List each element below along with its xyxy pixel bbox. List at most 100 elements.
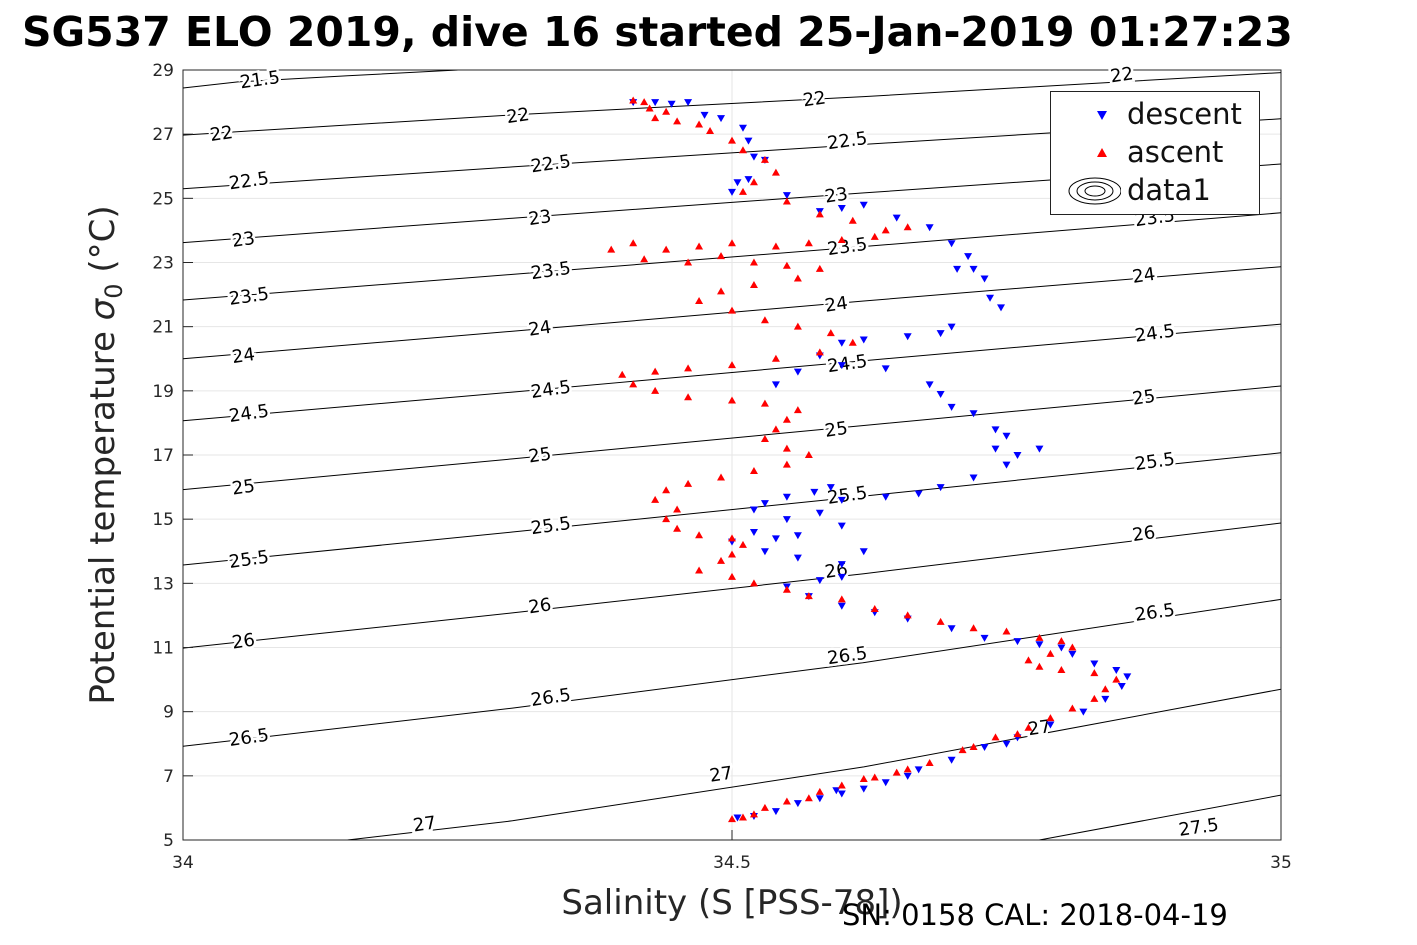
ascent-point [837, 781, 846, 789]
ascent-point [738, 187, 747, 195]
contour-label: 26.5 [826, 643, 869, 669]
ascent-point [640, 98, 649, 106]
ascent-point [695, 531, 704, 539]
contour-label: 23 [231, 228, 257, 252]
contour-label: 25.5 [228, 547, 271, 573]
descent-point [914, 490, 923, 498]
ascent-point [684, 393, 693, 401]
descent-point [760, 548, 769, 556]
contour-label: 22 [802, 87, 828, 111]
contour-line [347, 688, 1281, 840]
ascent-point [645, 104, 654, 112]
descent-point [684, 99, 693, 107]
contour-label: 22 [209, 122, 235, 146]
ascent-point [728, 815, 736, 823]
descent-point [738, 124, 747, 132]
descent-point [837, 561, 846, 569]
ascent-point [1090, 669, 1099, 677]
legend: descent ascent data1 [1050, 91, 1260, 215]
contour-label: 24.5 [1133, 320, 1176, 346]
calibration-footer: SN: 0158 CAL: 2018-04-19 [842, 898, 1228, 932]
contour-line [183, 266, 1281, 360]
ascent-point [760, 316, 769, 324]
ascent-point [749, 810, 758, 818]
ascent-point [837, 236, 846, 244]
ascent-point [991, 733, 1000, 741]
ascent-point [815, 264, 824, 272]
ascent-point [728, 136, 736, 144]
ascent-point [793, 274, 802, 282]
ascent-marker-icon [1097, 148, 1107, 157]
descent-point [837, 339, 846, 347]
ascent-point [1057, 665, 1066, 673]
descent-point [980, 743, 989, 751]
ascent-point [837, 595, 846, 603]
descent-point [936, 391, 945, 399]
descent-point [1123, 673, 1132, 681]
ascent-point [728, 306, 736, 314]
descent-point [837, 602, 846, 610]
ascent-point [881, 226, 890, 234]
ascent-point [738, 813, 747, 821]
descent-point [700, 111, 709, 119]
ascent-series [607, 96, 1121, 823]
ascent-point [848, 216, 857, 224]
ascent-point [1112, 675, 1121, 683]
descent-point [733, 814, 742, 822]
contour-label: 24.5 [228, 401, 271, 427]
ascent-point [749, 258, 758, 266]
ascent-point [782, 197, 791, 205]
descent-point [815, 795, 824, 803]
ascent-point [728, 572, 736, 580]
ascent-point [717, 473, 726, 481]
y-tick-label: 27 [152, 125, 174, 145]
descent-point [837, 496, 846, 504]
descent-point [881, 779, 890, 787]
ascent-point [706, 126, 715, 134]
contour-label: 23 [824, 184, 850, 208]
ascent-point [1068, 643, 1077, 651]
ascent-point [760, 155, 769, 163]
contour-label: 27 [412, 812, 438, 836]
ascent-point [651, 367, 660, 375]
descent-point [667, 100, 676, 108]
ascent-point [717, 287, 726, 295]
descent-point [1002, 740, 1011, 748]
contour-label: 26 [824, 559, 850, 583]
ascent-point [782, 460, 791, 468]
ascent-point [1046, 714, 1055, 722]
descent-point [1117, 683, 1126, 690]
descent-marker-icon [1097, 111, 1107, 120]
ascent-point [793, 322, 802, 330]
descent-point [793, 554, 802, 562]
ascent-point [749, 280, 758, 288]
descent-point [749, 153, 758, 161]
descent-point [953, 265, 962, 273]
ascent-point [771, 168, 780, 176]
ascent-point [760, 434, 769, 442]
contour-label: 26.5 [1133, 600, 1176, 626]
descent-point [837, 204, 846, 212]
ascent-point [1068, 704, 1077, 712]
descent-point [1057, 644, 1066, 652]
descent-point [936, 330, 945, 338]
ascent-point [969, 742, 978, 750]
x-tick-label: 35 [1270, 853, 1292, 873]
contour-label: 22 [505, 104, 531, 128]
descent-point [881, 365, 890, 373]
ascent-point [684, 364, 693, 372]
contour-label: 23.5 [530, 258, 573, 284]
y-axis-label: Potential temperature σ0 (°C) [83, 205, 128, 704]
ascent-point [728, 239, 736, 247]
ascent-point [651, 495, 660, 503]
ascent-point [804, 592, 813, 600]
descent-point [980, 634, 989, 642]
axis-ticks: 5 7 9 11 13 15 17 19 21 23 25 27 29 34 34.5 35 [152, 61, 1291, 873]
descent-point [969, 410, 978, 418]
y-tick-label: 25 [152, 189, 174, 209]
contour-label: 26 [231, 630, 257, 654]
descent-point [903, 333, 912, 341]
ascent-point [782, 261, 791, 269]
ascent-point [684, 258, 693, 266]
ascent-point [728, 534, 736, 542]
